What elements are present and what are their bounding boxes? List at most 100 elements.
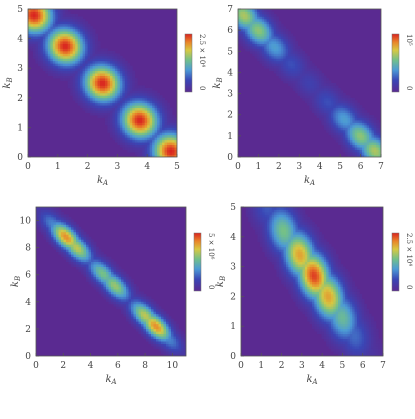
heatmap-cell bbox=[75, 24, 78, 27]
heatmap-cell bbox=[166, 314, 169, 317]
heatmap-cell bbox=[107, 110, 110, 113]
heatmap-cell bbox=[88, 93, 91, 96]
heatmap-cell bbox=[288, 73, 291, 76]
heatmap-cell bbox=[319, 113, 322, 116]
heatmap-cell bbox=[154, 341, 157, 344]
heatmap-cell bbox=[112, 103, 115, 106]
heatmap-cell bbox=[284, 212, 287, 215]
heatmap-cell bbox=[112, 85, 115, 88]
heatmap-cell bbox=[317, 299, 320, 302]
heatmap-cell bbox=[250, 26, 253, 29]
heatmap-cell bbox=[132, 120, 135, 123]
heatmap-cell bbox=[83, 24, 86, 27]
heatmap-cell bbox=[135, 93, 138, 96]
heatmap-cell bbox=[288, 83, 291, 86]
heatmap-cell bbox=[298, 267, 301, 270]
heatmap-cell bbox=[105, 58, 108, 61]
heatmap-cell bbox=[110, 113, 113, 116]
heatmap-cell bbox=[38, 58, 41, 61]
heatmap-cell bbox=[293, 53, 296, 56]
heatmap-cell bbox=[348, 105, 351, 108]
heatmap-cell bbox=[276, 16, 279, 19]
heatmap-cell bbox=[305, 277, 308, 280]
heatmap-cell bbox=[126, 311, 129, 314]
heatmap-cell bbox=[171, 349, 174, 352]
heatmap-cell bbox=[120, 58, 123, 61]
heatmap-cell bbox=[130, 110, 133, 113]
heatmap-cell bbox=[302, 68, 305, 71]
heatmap-cell bbox=[250, 219, 253, 222]
heatmap-cell bbox=[295, 284, 298, 287]
heatmap-cell bbox=[107, 113, 110, 116]
heatmap-cell bbox=[81, 252, 84, 255]
heatmap-cell bbox=[307, 311, 310, 314]
heatmap-cell bbox=[169, 321, 172, 324]
heatmap-cell bbox=[291, 291, 294, 294]
heatmap-cell bbox=[70, 68, 73, 71]
heatmap-cell bbox=[54, 214, 57, 217]
heatmap-cell bbox=[300, 212, 303, 215]
heatmap-cell bbox=[343, 142, 346, 145]
heatmap-cell bbox=[104, 286, 107, 289]
heatmap-cell bbox=[147, 147, 150, 150]
heatmap-cell bbox=[305, 68, 308, 71]
heatmap-cell bbox=[288, 34, 291, 37]
heatmap-cell bbox=[343, 147, 346, 150]
heatmap-cell bbox=[250, 46, 253, 49]
heatmap-cell bbox=[117, 63, 120, 66]
heatmap-cell bbox=[338, 95, 341, 98]
heatmap-cell bbox=[83, 71, 86, 74]
heatmap-cell bbox=[267, 232, 270, 235]
heatmap-cell bbox=[130, 81, 133, 84]
heatmap-cell bbox=[70, 58, 73, 61]
heatmap-cell bbox=[281, 71, 284, 74]
heatmap-cell bbox=[284, 279, 287, 282]
heatmap-cell bbox=[283, 56, 286, 59]
heatmap-cell bbox=[355, 103, 358, 106]
heatmap-cell bbox=[314, 304, 317, 307]
heatmap-cell bbox=[73, 68, 76, 71]
heatmap-cell bbox=[340, 115, 343, 118]
heatmap-cell bbox=[314, 309, 317, 312]
heatmap-cell bbox=[43, 24, 46, 27]
heatmap-cell bbox=[326, 88, 329, 91]
heatmap-cell bbox=[130, 145, 133, 148]
heatmap-cell bbox=[307, 217, 310, 220]
heatmap-cell bbox=[85, 36, 88, 39]
heatmap-cell bbox=[119, 269, 122, 272]
heatmap-cell bbox=[340, 130, 343, 133]
heatmap-cell bbox=[295, 76, 298, 79]
heatmap-cell bbox=[252, 9, 255, 12]
heatmap-cell bbox=[100, 105, 103, 108]
heatmap-cell bbox=[324, 76, 327, 79]
heatmap-cell bbox=[60, 31, 63, 34]
heatmap-cell bbox=[362, 110, 365, 113]
heatmap-cell bbox=[93, 63, 96, 66]
heatmap-cell bbox=[307, 309, 310, 312]
heatmap-cell bbox=[305, 81, 308, 84]
heatmap-cell bbox=[115, 108, 118, 111]
heatmap-cell bbox=[149, 306, 152, 309]
heatmap-cell bbox=[303, 227, 306, 230]
heatmap-cell bbox=[258, 237, 261, 240]
heatmap-cell bbox=[174, 351, 177, 354]
heatmap-cell bbox=[257, 56, 260, 59]
heatmap-cell bbox=[56, 244, 59, 247]
heatmap-cell bbox=[329, 90, 332, 93]
heatmap-cell bbox=[348, 142, 351, 145]
heatmap-cell bbox=[295, 294, 298, 297]
heatmap-cell bbox=[132, 135, 135, 138]
heatmap-cell bbox=[338, 98, 341, 101]
heatmap-cell bbox=[112, 90, 115, 93]
heatmap-cell bbox=[131, 294, 134, 297]
heatmap-cell bbox=[100, 93, 103, 96]
heatmap-cell bbox=[345, 122, 348, 125]
heatmap-cell bbox=[283, 44, 286, 47]
heatmap-cell bbox=[79, 237, 82, 240]
heatmap-cell bbox=[274, 61, 277, 64]
heatmap-cell bbox=[259, 56, 262, 59]
heatmap-cell bbox=[343, 122, 346, 125]
heatmap-cell bbox=[338, 115, 341, 118]
heatmap-cell bbox=[295, 286, 298, 289]
heatmap-cell bbox=[45, 21, 48, 24]
